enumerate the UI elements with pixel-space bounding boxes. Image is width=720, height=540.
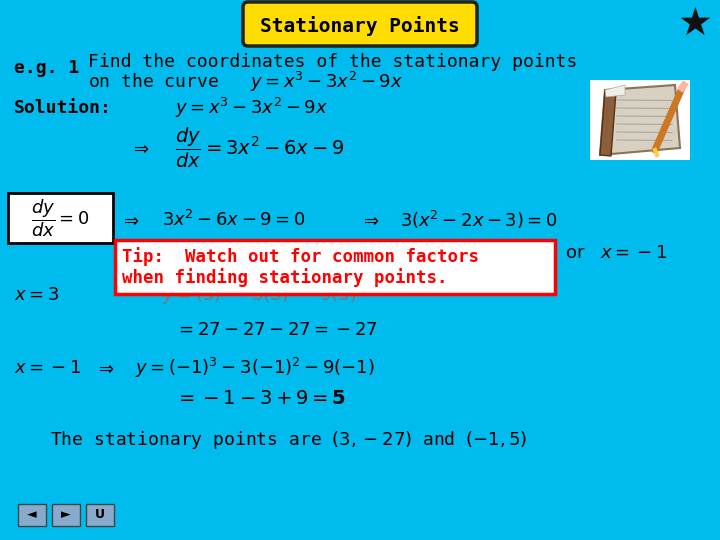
Text: $\Rightarrow$: $\Rightarrow$: [120, 211, 140, 229]
Text: U: U: [95, 509, 105, 522]
Bar: [18, 504, 46, 526]
Text: The stationary points are $(3, -27)$ and $( -1, 5)$: The stationary points are $(3, -27)$ and…: [50, 429, 527, 451]
Text: Stationary Points: Stationary Points: [260, 16, 460, 36]
Text: $x = 3$: $x = 3$: [14, 286, 59, 304]
Bar: [52, 504, 80, 526]
Text: $= -1 - 3 + 9 = \mathbf{5}$: $= -1 - 3 + 9 = \mathbf{5}$: [175, 388, 346, 408]
Polygon shape: [605, 85, 625, 97]
Text: Tip:  Watch out for common factors: Tip: Watch out for common factors: [122, 247, 479, 267]
Text: ◄: ◄: [27, 509, 37, 522]
Text: $y = (-1)^3 - 3(-1)^2 - 9(-1)$: $y = (-1)^3 - 3(-1)^2 - 9(-1)$: [135, 356, 375, 380]
Text: $y = x^3 - 3x^2 - 9x$: $y = x^3 - 3x^2 - 9x$: [175, 96, 328, 120]
Text: e.g. 1: e.g. 1: [14, 59, 79, 77]
Text: ★: ★: [678, 5, 712, 43]
FancyBboxPatch shape: [243, 2, 477, 46]
Text: $= 27 - 27 - 27 = -27$: $= 27 - 27 - 27 = -27$: [175, 321, 378, 339]
Polygon shape: [600, 85, 680, 155]
Text: $\dfrac{dy}{dx} = 0$: $\dfrac{dy}{dx} = 0$: [31, 197, 89, 239]
Bar: [86, 504, 114, 526]
Bar: [115, 240, 555, 294]
Text: ►: ►: [61, 509, 71, 522]
Text: $\Rightarrow$: $\Rightarrow$: [95, 359, 114, 377]
Polygon shape: [600, 90, 616, 156]
Text: $\dfrac{dy}{dx} = 3x^2 - 6x - 9$: $\dfrac{dy}{dx} = 3x^2 - 6x - 9$: [175, 126, 344, 170]
Text: $y = (3)^3 - 3(3)^2 - 9(3)$: $y = (3)^3 - 3(3)^2 - 9(3)$: [162, 283, 356, 307]
Text: when finding stationary points.: when finding stationary points.: [122, 268, 448, 287]
Text: $x = -1$: $x = -1$: [14, 359, 81, 377]
Text: Find the coordinates of the stationary points: Find the coordinates of the stationary p…: [88, 53, 577, 71]
Text: $\Rightarrow$: $\Rightarrow$: [130, 139, 150, 157]
Text: $3x^2 - 6x - 9 = 0$: $3x^2 - 6x - 9 = 0$: [162, 210, 305, 230]
Text: $3(x^2 - 2x - 3) = 0$: $3(x^2 - 2x - 3) = 0$: [400, 209, 557, 231]
Text: on the curve   $y = x^3 - 3x^2 - 9x$: on the curve $y = x^3 - 3x^2 - 9x$: [88, 70, 403, 94]
Bar: [590, 80, 690, 160]
Text: Solution:: Solution:: [14, 99, 112, 117]
Bar: [8, 193, 113, 243]
Text: or   $x = -1$: or $x = -1$: [565, 244, 667, 262]
Text: $\Rightarrow$: $\Rightarrow$: [360, 211, 379, 229]
